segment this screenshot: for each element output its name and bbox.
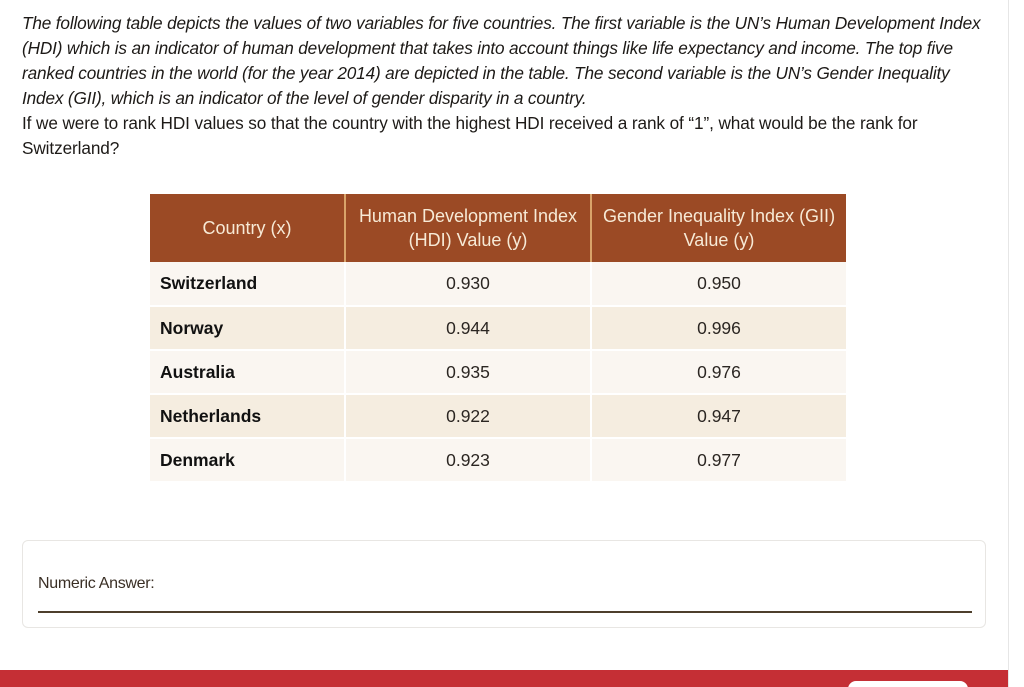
numeric-answer-input[interactable] bbox=[38, 589, 972, 613]
header-gii: Gender Inequality Index (GII) Value (y) bbox=[591, 194, 846, 262]
cell-country: Denmark bbox=[150, 438, 346, 483]
cell-gii: 0.996 bbox=[591, 306, 846, 351]
header-hdi: Human Development Index (HDI) Value (y) bbox=[345, 194, 592, 262]
header-country: Country (x) bbox=[150, 194, 346, 262]
numeric-answer-card: Numeric Answer: bbox=[22, 540, 986, 628]
cell-gii: 0.976 bbox=[591, 350, 846, 395]
numeric-answer-label: Numeric Answer: bbox=[38, 575, 155, 592]
cell-gii: 0.950 bbox=[591, 262, 846, 307]
footer-tab bbox=[848, 681, 968, 687]
cell-hdi: 0.922 bbox=[345, 394, 592, 439]
table-row: Netherlands 0.922 0.947 bbox=[150, 394, 846, 439]
table-row: Australia 0.935 0.976 bbox=[150, 350, 846, 395]
cell-country: Switzerland bbox=[150, 262, 346, 307]
cell-country: Norway bbox=[150, 306, 346, 351]
table-row: Denmark 0.923 0.977 bbox=[150, 438, 846, 483]
cell-hdi: 0.930 bbox=[345, 262, 592, 307]
footer-bar bbox=[0, 670, 1008, 687]
cell-hdi: 0.944 bbox=[345, 306, 592, 351]
cell-country: Netherlands bbox=[150, 394, 346, 439]
question-prompt: If we were to rank HDI values so that th… bbox=[22, 113, 918, 158]
cell-gii: 0.977 bbox=[591, 438, 846, 483]
table-row: Norway 0.944 0.996 bbox=[150, 306, 846, 351]
table-row: Switzerland 0.930 0.950 bbox=[150, 262, 846, 307]
scrollbar[interactable] bbox=[1008, 0, 1024, 687]
country-data-table: Country (x) Human Development Index (HDI… bbox=[150, 194, 846, 483]
cell-country: Australia bbox=[150, 350, 346, 395]
cell-hdi: 0.935 bbox=[345, 350, 592, 395]
cell-gii: 0.947 bbox=[591, 394, 846, 439]
table-header-row: Country (x) Human Development Index (HDI… bbox=[150, 194, 846, 262]
question-text: The following table depicts the values o… bbox=[22, 11, 992, 161]
question-intro: The following table depicts the values o… bbox=[22, 13, 981, 108]
cell-hdi: 0.923 bbox=[345, 438, 592, 483]
